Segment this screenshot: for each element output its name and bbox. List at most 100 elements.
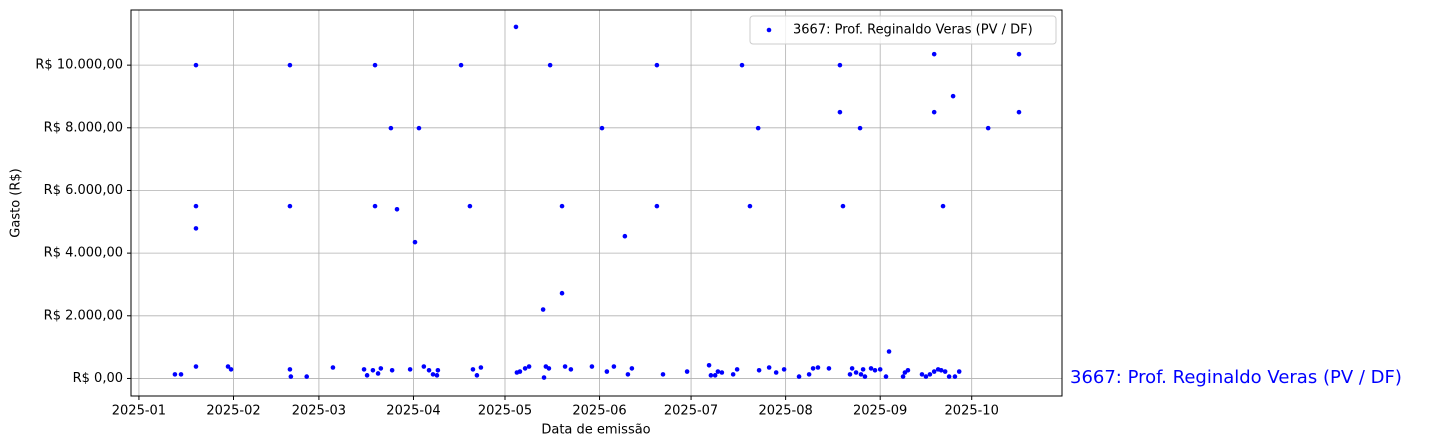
x-tick-label: 2025-04 [386,404,440,419]
point [562,364,568,369]
point [985,125,991,131]
point [712,373,718,378]
point [622,233,628,239]
point [541,375,547,380]
point [719,370,725,375]
point [858,372,864,377]
point [840,203,846,209]
point [372,62,378,68]
point [927,372,933,377]
point [522,366,528,371]
point [426,368,432,373]
point [228,367,234,372]
point [517,369,523,374]
point [815,365,821,370]
y-tick-label: R$ 10.000,00 [35,58,123,73]
point [513,24,519,30]
point [288,374,294,379]
point [407,367,413,372]
point [796,374,802,379]
point [611,364,617,369]
point [304,374,310,379]
point [330,365,336,370]
point [193,226,199,231]
plot-frame [130,9,1063,397]
point [1016,109,1022,115]
point [474,373,480,378]
x-tick-label: 2025-01 [112,404,166,419]
point [412,239,418,245]
point [193,203,199,209]
point [370,368,376,373]
point [706,362,712,368]
point [654,203,660,209]
point [766,365,772,370]
point [526,364,532,369]
legend-label: 3667: Prof. Reginaldo Veras (PV / DF) [793,23,1033,38]
point [747,203,753,209]
point [877,367,883,372]
point [178,372,184,377]
point [193,62,199,68]
y-tick-label: R$ 0,00 [73,371,123,386]
x-tick-label: 2025-08 [758,404,812,419]
point [599,125,605,131]
point [773,370,779,375]
point [654,62,660,68]
point [1016,51,1022,57]
point [361,367,367,372]
point [547,62,553,68]
point [931,109,937,115]
point [837,109,843,115]
point [172,372,178,377]
y-tick-label: R$ 6.000,00 [44,183,123,198]
x-tick-label: 2025-06 [572,404,626,419]
point [755,125,761,131]
x-axis-label: Data de emissão [541,423,650,438]
point [589,364,595,369]
point [940,203,946,209]
x-tick-label: 2025-02 [206,404,260,419]
point [467,203,473,209]
point [730,372,736,377]
point [287,203,293,209]
point [568,367,574,372]
point [372,203,378,209]
point [860,367,866,372]
point [952,374,958,379]
point [478,365,484,370]
point [781,367,787,372]
x-tick-label: 2025-03 [292,404,346,419]
point [956,369,962,374]
x-tick-label: 2025-10 [945,404,999,419]
point [857,125,863,131]
x-tick-label: 2025-07 [664,404,718,419]
point [660,372,666,377]
point [287,367,293,372]
point [739,62,745,68]
point [421,364,427,369]
y-axis-label: Gasto (R$) [9,168,24,237]
point [837,62,843,68]
point [919,372,925,377]
point [540,307,546,312]
point [810,366,816,371]
point [625,372,631,377]
point [389,368,395,373]
point [684,369,690,374]
point [434,373,440,378]
y-tick-label: R$ 8.000,00 [44,120,123,135]
point [708,373,714,378]
point [629,366,635,371]
point [931,51,937,57]
point [388,125,394,131]
point [862,374,868,379]
point [715,369,721,374]
point [430,372,436,377]
point [546,366,552,371]
point [931,369,937,374]
point [225,364,231,369]
point [604,369,610,374]
point [458,62,464,68]
point [394,206,400,212]
